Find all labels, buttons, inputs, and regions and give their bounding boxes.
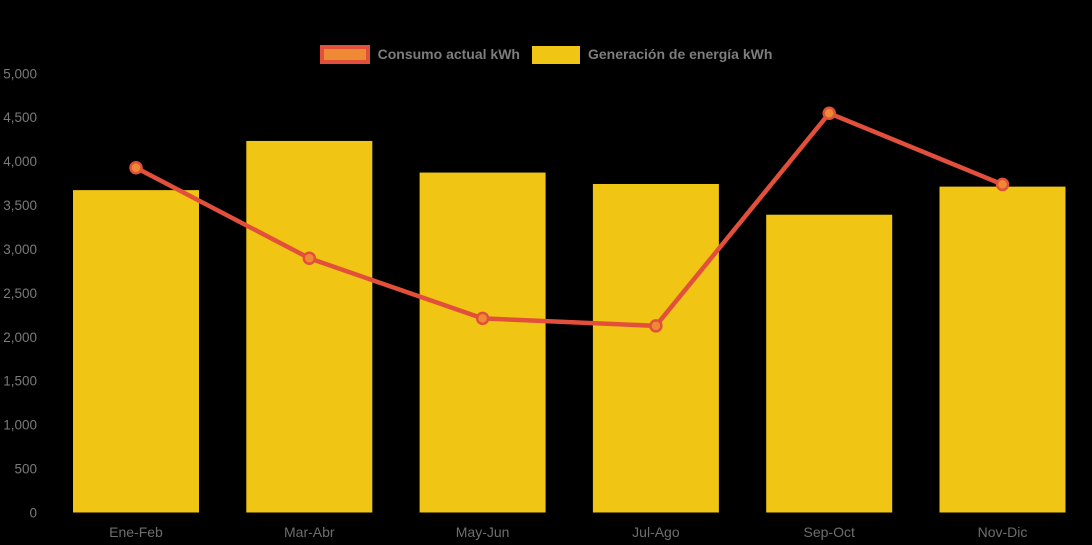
data-point-ene-feb[interactable]	[129, 160, 143, 175]
legend-label-generacion-energia: Generación de energía kWh	[587, 46, 773, 62]
bar-nov-dic[interactable]	[939, 186, 1066, 513]
x-axis-label-ene-feb: Ene-Feb	[109, 524, 163, 540]
y-axis-tick-5-000: 5,000	[3, 66, 37, 81]
legend-label-consumo-actual: Consumo actual kWh	[377, 46, 520, 62]
data-point-may-jun[interactable]	[475, 311, 490, 326]
legend-item-generacion-energia[interactable]: Generación de energía kWh	[531, 45, 773, 64]
bar-ene-feb[interactable]	[73, 190, 199, 513]
y-axis-tick-500: 500	[14, 462, 37, 477]
x-axis-label-mar-abr: Mar-Abr	[284, 524, 335, 540]
y-axis-tick-1-000: 1,000	[3, 418, 37, 433]
y-axis-tick-0: 0	[29, 506, 37, 521]
y-axis-tick-2-000: 2,000	[3, 330, 37, 345]
legend-item-consumo-actual[interactable]: Consumo actual kWh	[319, 45, 520, 64]
y-axis-tick-4-000: 4,000	[3, 154, 37, 169]
y-axis-tick-4-500: 4,500	[3, 110, 37, 125]
y-axis-tick-3-500: 3,500	[3, 198, 37, 213]
y-axis-tick-2-500: 2,500	[3, 286, 37, 301]
bar-mar-abr[interactable]	[246, 140, 373, 513]
legend: Consumo actual kWh Generación de energía…	[0, 45, 1092, 64]
x-axis-label-sep-oct: Sep-Oct	[804, 524, 855, 540]
bar-jul-ago[interactable]	[592, 183, 719, 513]
data-point-mar-abr[interactable]	[302, 251, 317, 265]
x-axis-label-jul-ago: Jul-Ago	[632, 524, 680, 540]
data-point-sep-oct[interactable]	[822, 106, 836, 121]
line-series-swatch-icon	[319, 45, 370, 64]
y-axis-tick-3-000: 3,000	[3, 242, 37, 257]
bar-sep-oct[interactable]	[766, 214, 893, 513]
consumption-line	[133, 111, 1005, 329]
x-axis-label-may-jun: May-Jun	[456, 524, 510, 540]
bar-series-swatch-icon	[531, 45, 580, 64]
data-point-jul-ago[interactable]	[649, 319, 663, 333]
bar-may-jun[interactable]	[419, 172, 546, 513]
x-axis-label-nov-dic: Nov-Dic	[978, 524, 1028, 540]
data-point-nov-dic[interactable]	[995, 177, 1010, 192]
y-axis-tick-1-500: 1,500	[3, 374, 37, 389]
